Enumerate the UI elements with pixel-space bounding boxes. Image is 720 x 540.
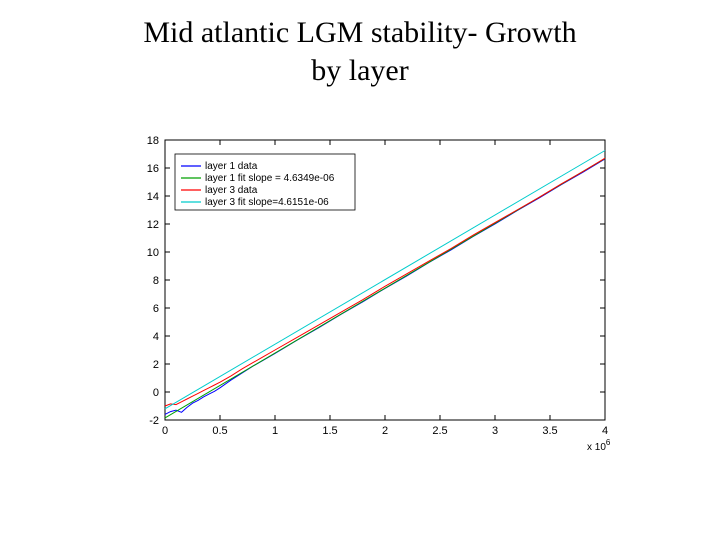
y-tick-label: 16 [147, 163, 159, 175]
x-exponent-label: x 106 [587, 438, 611, 453]
x-tick-label: 3 [492, 425, 498, 437]
x-tick-label: 0 [162, 425, 168, 437]
x-tick-label: 3.5 [542, 425, 557, 437]
legend-label: layer 1 data [205, 161, 258, 172]
slide: Mid atlantic LGM stability- Growth by la… [0, 0, 720, 540]
x-tick-label: 0.5 [212, 425, 227, 437]
page-title: Mid atlantic LGM stability- Growth by la… [0, 0, 720, 89]
y-tick-label: 2 [153, 359, 159, 371]
x-tick-label: 2 [382, 425, 388, 437]
y-tick-label: 8 [153, 275, 159, 287]
x-tick-label: 1.5 [322, 425, 337, 437]
y-tick-label: 4 [153, 331, 159, 343]
chart: -202468101214161800.511.522.533.54x 106l… [120, 130, 620, 465]
legend-label: layer 1 fit slope = 4.6349e-06 [205, 173, 335, 184]
legend-label: layer 3 fit slope=4.6151e-06 [205, 197, 329, 208]
legend-label: layer 3 data [205, 185, 258, 196]
y-tick-label: 12 [147, 219, 159, 231]
y-tick-label: 18 [147, 135, 159, 147]
title-line-1: Mid atlantic LGM stability- Growth [143, 16, 576, 49]
y-tick-label: 10 [147, 247, 159, 259]
title-line-2: by layer [311, 54, 408, 87]
y-tick-label: 14 [147, 191, 159, 203]
chart-svg: -202468101214161800.511.522.533.54x 106l… [120, 130, 620, 460]
x-tick-label: 2.5 [432, 425, 447, 437]
y-tick-label: 6 [153, 303, 159, 315]
x-tick-label: 4 [602, 425, 608, 437]
y-tick-label: -2 [149, 415, 159, 427]
y-tick-label: 0 [153, 387, 159, 399]
x-tick-label: 1 [272, 425, 278, 437]
